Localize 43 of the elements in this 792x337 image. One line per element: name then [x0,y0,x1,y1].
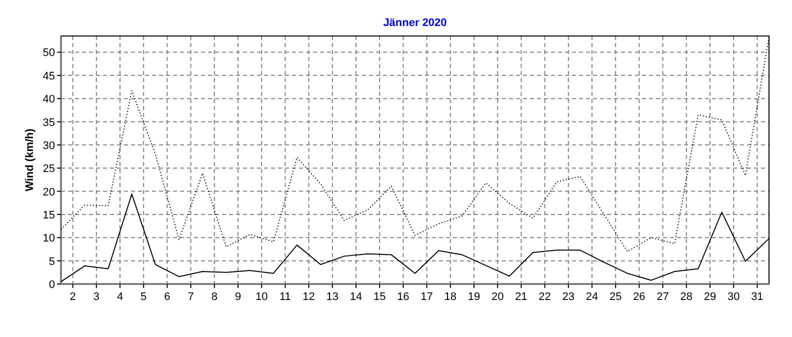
y-tick-label: 40 [42,94,55,106]
chart-title: Jänner 2020 [383,17,447,29]
y-tick-label: 5 [48,256,55,268]
x-tick-label: 2 [70,291,76,303]
x-tick-label: 11 [279,291,291,303]
x-tick-label: 23 [562,291,575,303]
x-tick-label: 6 [164,291,170,303]
x-tick-label: 12 [302,291,315,303]
y-tick-label: 15 [42,209,55,222]
x-tick-label: 17 [420,291,433,303]
x-tick-label: 3 [93,291,100,303]
y-tick-label: 45 [42,70,55,82]
x-tick-label: 22 [538,291,551,303]
x-tick-label: 7 [188,291,194,303]
y-tick-label: 50 [42,47,55,60]
x-tick-label: 13 [326,291,339,303]
x-tick-label: 19 [468,291,480,303]
x-tick-label: 15 [373,291,386,303]
y-tick-label: 25 [42,163,55,176]
x-tick-label: 16 [397,291,410,303]
x-tick-label: 10 [255,291,268,303]
x-tick-label: 14 [350,291,362,303]
x-tick-label: 21 [515,291,528,303]
x-tick-label: 29 [704,291,716,303]
x-tick-label: 4 [116,291,124,303]
x-tick-label: 8 [211,291,218,303]
y-tick-label: 35 [42,116,55,129]
x-tick-label: 28 [680,291,693,303]
x-tick-label: 24 [586,291,598,303]
x-tick-label: 18 [444,291,457,303]
y-tick-label: 0 [48,279,55,291]
y-tick-label: 30 [42,140,55,152]
y-tick-label: 10 [42,232,55,245]
x-tick-label: 25 [609,291,622,303]
x-tick-label: 31 [751,291,764,303]
x-tick-label: 5 [140,291,147,303]
x-tick-label: 9 [234,291,242,303]
x-tick-label: 27 [656,291,669,303]
x-tick-label: 26 [633,291,646,303]
y-axis-title: Wind (km/h) [24,128,36,192]
x-tick-label: 20 [491,291,504,303]
x-tick-label: 30 [727,291,740,303]
y-tick-label: 20 [42,186,55,198]
